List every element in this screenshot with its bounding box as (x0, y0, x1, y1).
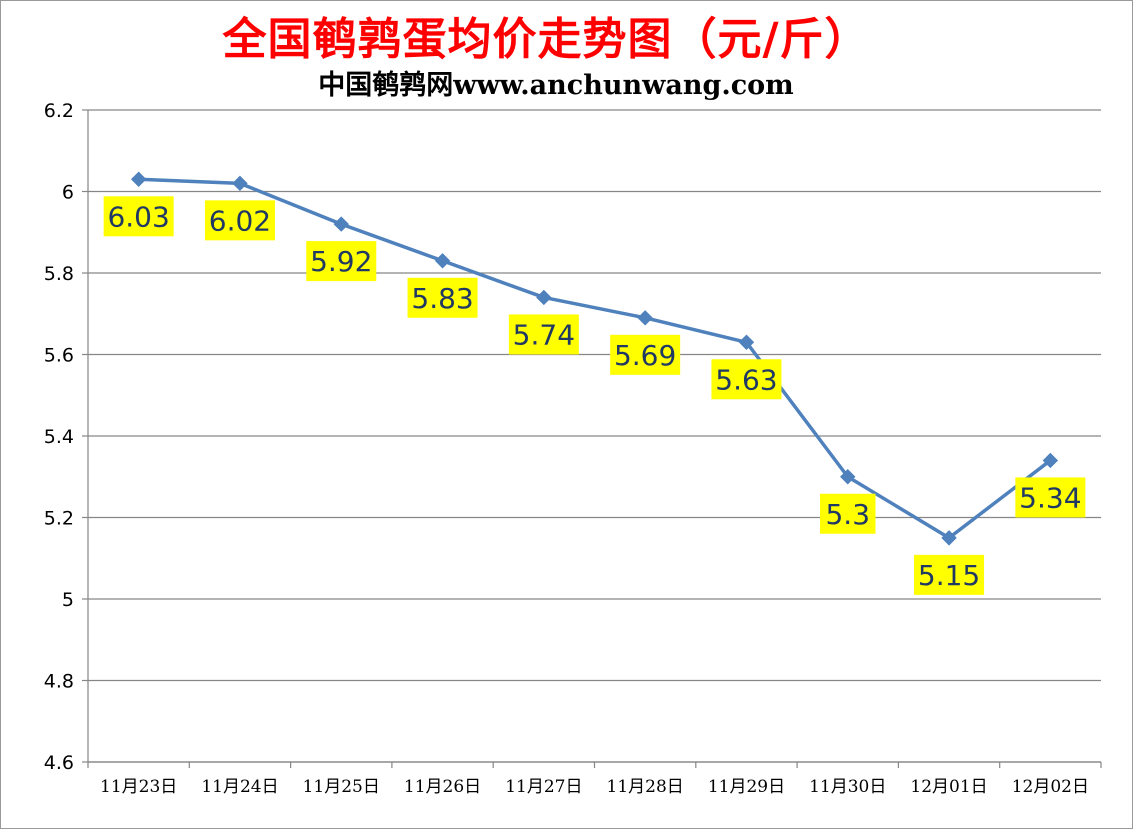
x-tick-label: 12月01日 (910, 777, 987, 797)
data-point (941, 530, 957, 546)
data-point (130, 171, 147, 187)
data-label-box (508, 314, 579, 355)
x-tick-label: 11月23日 (100, 777, 177, 797)
y-tick-label: 6 (62, 182, 74, 204)
data-label-box (306, 241, 377, 282)
x-tick-label: 11月27日 (505, 777, 582, 797)
data-label: 5.3 (825, 498, 870, 531)
data-label: 5.83 (411, 282, 473, 315)
data-label: 5.69 (614, 339, 676, 372)
y-tick-label: 5.2 (44, 508, 74, 530)
x-tick-label: 11月26日 (404, 777, 481, 797)
y-tick-label: 4.6 (44, 752, 74, 774)
data-point (333, 216, 349, 232)
data-label-box (914, 554, 985, 595)
data-label: 5.63 (715, 363, 777, 396)
chart-subtitle: 中国鹌鹑网www.anchunwang.com (318, 70, 794, 101)
data-label-box (103, 196, 174, 237)
data-label: 5.34 (1019, 481, 1081, 514)
x-tick-label: 12月02日 (1012, 777, 1089, 797)
x-tick-label: 11月30日 (809, 777, 886, 797)
y-tick-label: 5.4 (44, 426, 74, 448)
y-tick-label: 6.2 (44, 100, 74, 122)
data-label: 5.15 (918, 559, 980, 592)
data-label-box (407, 277, 478, 318)
y-tick-label: 5 (62, 589, 74, 611)
data-label: 5.92 (310, 245, 372, 278)
data-label-box (610, 334, 681, 375)
data-point (434, 253, 451, 269)
data-label: 6.03 (107, 200, 169, 233)
data-label-box (711, 359, 782, 400)
data-point (232, 175, 248, 192)
data-point (840, 469, 856, 485)
data-label-box (820, 493, 876, 534)
x-tick-label: 11月28日 (607, 777, 684, 797)
chart-title: 全国鹌鹑蛋均价走势图（元/斤） (222, 14, 870, 65)
data-point (738, 334, 755, 350)
y-tick-label: 5.8 (44, 263, 74, 285)
y-tick-label: 5.6 (44, 345, 74, 367)
x-tick-label: 11月29日 (708, 777, 785, 797)
x-tick-label: 11月24日 (201, 777, 278, 797)
data-point (536, 289, 552, 306)
data-point (637, 310, 653, 326)
data-label: 6.02 (209, 204, 271, 237)
data-label-box (204, 200, 275, 241)
data-label-box (1015, 477, 1086, 518)
y-tick-label: 4.8 (44, 671, 74, 693)
series-line (138, 177, 1052, 540)
data-label: 5.74 (513, 318, 575, 351)
data-point (1042, 452, 1059, 469)
x-tick-label: 11月25日 (303, 777, 380, 797)
